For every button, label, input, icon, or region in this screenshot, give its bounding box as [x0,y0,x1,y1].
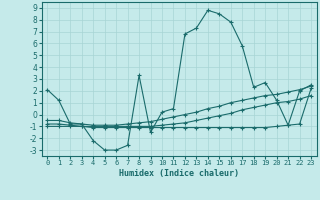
X-axis label: Humidex (Indice chaleur): Humidex (Indice chaleur) [119,169,239,178]
